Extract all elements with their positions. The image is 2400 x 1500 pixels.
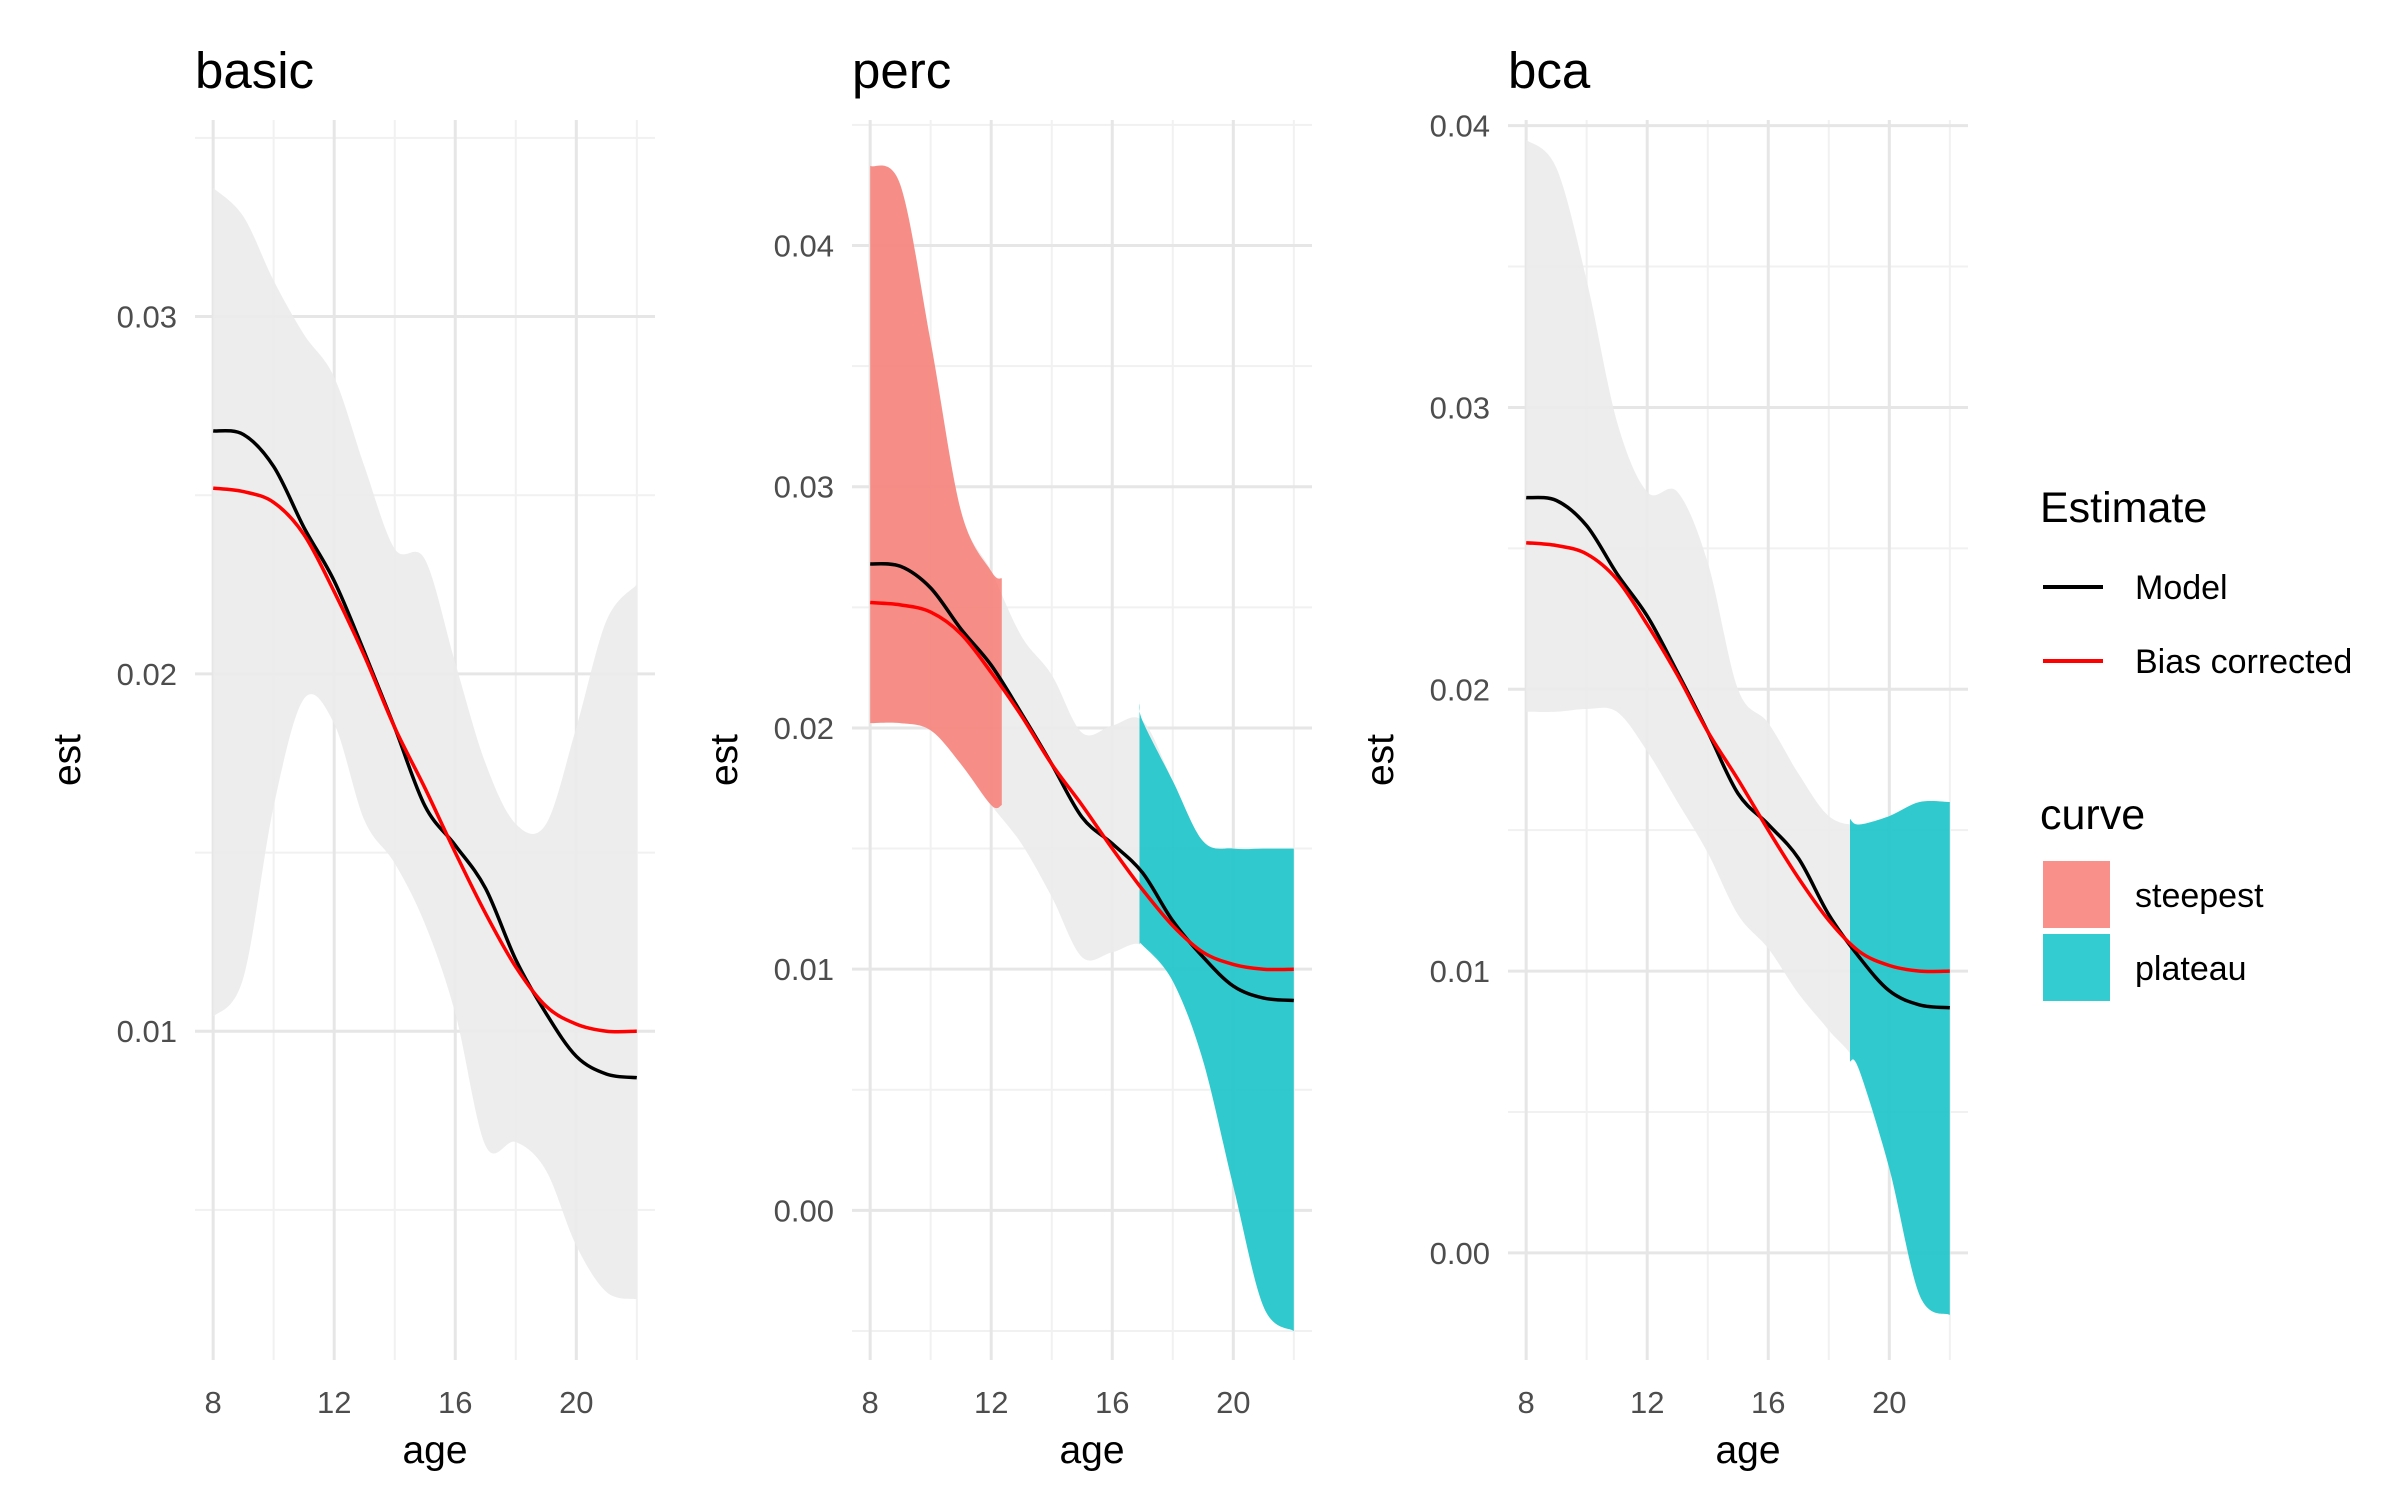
- x-tick-label: 8: [862, 1385, 879, 1420]
- series-line-model: [1526, 495, 1950, 1010]
- legend-steepest-label: steepest: [2135, 877, 2264, 915]
- panel-perc: 8 12 16 20 0.00 0.01 0.02 0.03 0.04 perc age est: [703, 42, 1312, 1472]
- legend: Estimate Model Bias corrected curve stee…: [2040, 484, 2352, 1001]
- series-line-bias-corrected: [212, 486, 637, 1034]
- x-tick-label: 16: [1751, 1385, 1785, 1420]
- y-tick-label: 0.03: [774, 470, 834, 505]
- x-tick-label: 8: [205, 1385, 222, 1420]
- legend-model-label: Model: [2135, 569, 2228, 607]
- y-axis-title: est: [46, 734, 89, 786]
- y-tick-label: 0.03: [117, 300, 177, 335]
- y-tick-label: 0.01: [774, 952, 834, 987]
- series-line-model: [212, 428, 638, 1080]
- panel-title: basic: [195, 42, 314, 99]
- legend-plateau-label: plateau: [2135, 950, 2247, 988]
- x-tick-label: 20: [559, 1385, 593, 1420]
- x-tick-label: 16: [438, 1385, 472, 1420]
- ci-band: [213, 187, 637, 1300]
- y-tick-label: 0.02: [1430, 672, 1490, 707]
- ci-band: [1526, 139, 1950, 1315]
- y-tick-label: 0.03: [1430, 390, 1490, 425]
- y-tick-label: 0.04: [774, 228, 834, 263]
- y-axis-title: est: [703, 734, 746, 786]
- series-line-bias-corrected: [1526, 540, 1950, 974]
- x-tick-label: 20: [1216, 1385, 1250, 1420]
- panel-title: bca: [1508, 42, 1591, 99]
- x-tick-label: 12: [974, 1385, 1008, 1420]
- series-line-model: [870, 562, 1294, 1003]
- panel-bca: 8 12 16 20 0.00 0.01 0.02 0.03 0.04 bca age est: [1359, 42, 1968, 1472]
- legend-plateau-key: [2043, 934, 2110, 1001]
- y-axis-title: est: [1359, 734, 1402, 786]
- x-tick-label: 20: [1872, 1385, 1906, 1420]
- y-tick-label: 0.00: [1430, 1236, 1490, 1271]
- legend-curve-title: curve: [2040, 791, 2145, 839]
- legend-estimate-title: Estimate: [2040, 484, 2207, 532]
- y-tick-label: 0.00: [774, 1193, 834, 1228]
- y-tick-label: 0.02: [774, 711, 834, 746]
- ci-band: [870, 165, 1294, 1332]
- y-tick-label: 0.04: [1430, 109, 1490, 144]
- x-tick-label: 12: [1630, 1385, 1664, 1420]
- series-line-bias-corrected: [870, 600, 1294, 972]
- x-tick-label: 16: [1095, 1385, 1129, 1420]
- y-tick-label: 0.01: [1430, 954, 1490, 989]
- y-tick-label: 0.01: [117, 1014, 177, 1049]
- band-steepest: [870, 165, 1002, 809]
- y-tick-label: 0.02: [117, 657, 177, 692]
- panel-basic: 8 12 16 20 0.01 0.02 0.03 basic age est: [46, 42, 655, 1472]
- x-axis-title: age: [1059, 1429, 1124, 1472]
- x-tick-label: 12: [317, 1385, 351, 1420]
- band-plateau: [1139, 701, 1294, 1332]
- x-tick-label: 8: [1518, 1385, 1535, 1420]
- legend-bias-corrected-label: Bias corrected: [2135, 643, 2352, 681]
- legend-steepest-key: [2043, 861, 2110, 928]
- x-axis-title: age: [402, 1429, 467, 1472]
- panel-title: perc: [852, 42, 951, 99]
- band-plateau: [1850, 800, 1950, 1315]
- x-axis-title: age: [1715, 1429, 1780, 1472]
